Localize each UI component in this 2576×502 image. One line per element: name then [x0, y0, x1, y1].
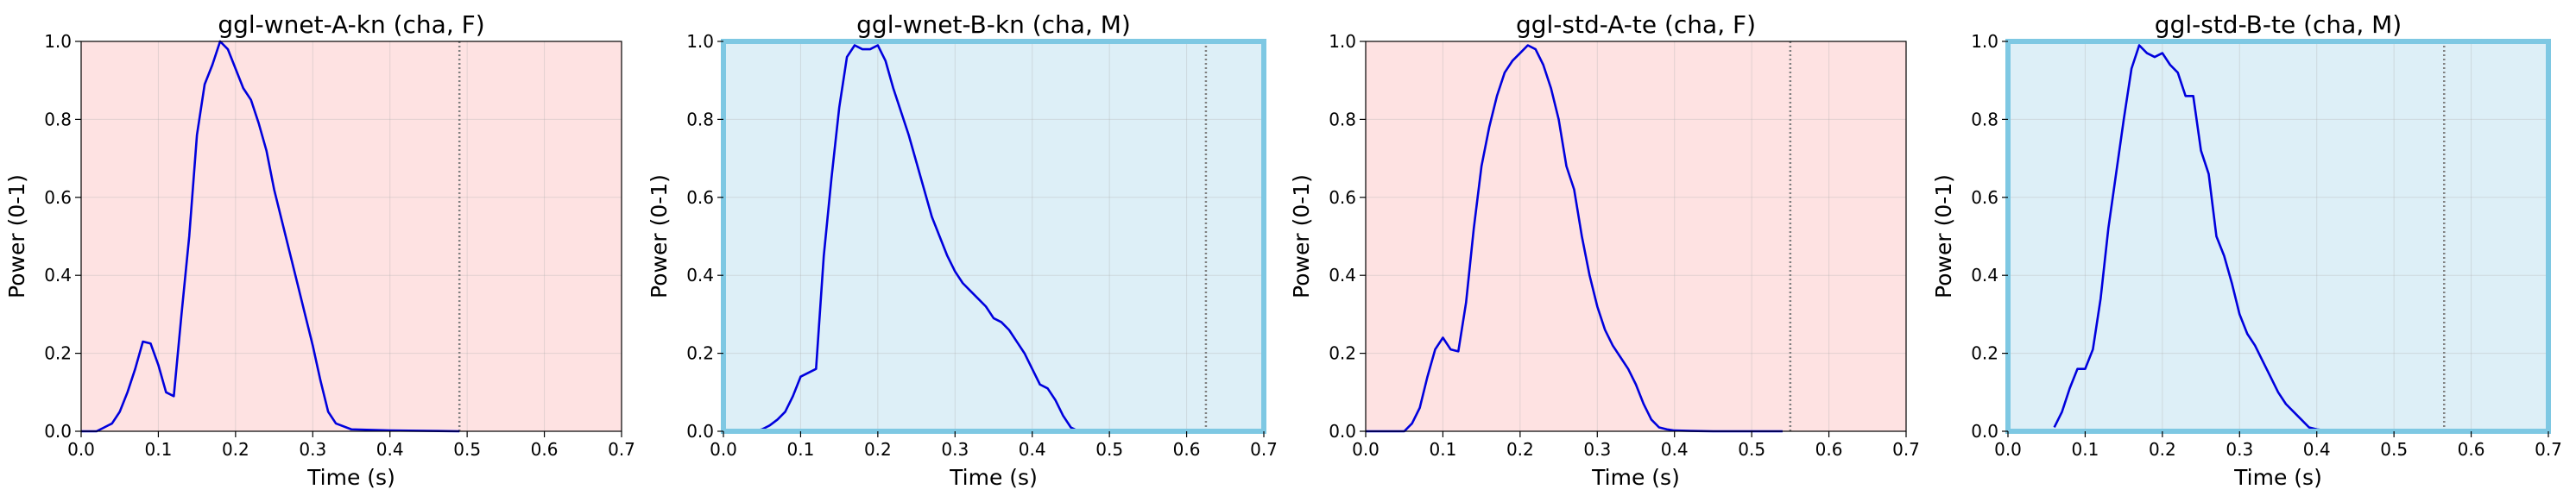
x-tick-label: 0.5 — [453, 439, 481, 460]
axes-frame — [1365, 41, 1907, 432]
chart-panel-4: 0.0 0.1 0.2 0.3 0.4 0.5 0.6 0.7 0.0 0.2 0.4 0.6 0.8 1… — [1931, 10, 2562, 490]
y-axis-label: Power (0-1) — [1931, 174, 1956, 298]
plot-background — [1366, 41, 1906, 431]
y-tick-label: 0.8 — [686, 109, 714, 129]
x-tick-label: 0.3 — [941, 439, 969, 460]
x-tick-label: 0.1 — [787, 439, 815, 460]
x-axis-label: Time (s) — [949, 465, 1038, 490]
x-tick-label: 0.7 — [608, 439, 635, 460]
x-tick-label: 0.5 — [1095, 439, 1123, 460]
y-tick-label: 0.0 — [686, 421, 714, 442]
x-tick-label: 0.7 — [1250, 439, 1278, 460]
plot-background — [2008, 41, 2548, 431]
y-tick-label: 0.2 — [44, 343, 72, 364]
highlight-frame — [2005, 39, 2551, 434]
x-tick-label: 0.0 — [1994, 439, 2022, 460]
x-tick-label: 0.2 — [864, 439, 892, 460]
y-tick-label: 0.4 — [686, 265, 714, 286]
x-tick-label: 0.4 — [1019, 439, 1046, 460]
chart-title: ggl-std-A-te (cha, F) — [1516, 10, 1756, 39]
y-tick-label: 0.4 — [1329, 265, 1356, 286]
y-tick-label: 0.8 — [44, 109, 72, 129]
x-tick-label: 0.4 — [2303, 439, 2331, 460]
axes-frame — [80, 41, 622, 432]
x-tick-label: 0.3 — [299, 439, 326, 460]
series-line — [2053, 44, 2356, 433]
series-line — [1366, 44, 1783, 433]
x-tick-label: 0.6 — [2458, 439, 2485, 460]
y-tick-label: 1.0 — [1329, 31, 1356, 52]
y-tick-label: 0.2 — [1329, 343, 1356, 364]
x-tick-label: 0.2 — [1506, 439, 1534, 460]
y-tick-label: 0.6 — [1971, 187, 1998, 208]
y-axis-label: Power (0-1) — [1289, 174, 1314, 298]
chart-title: ggl-wnet-B-kn (cha, M) — [856, 10, 1131, 39]
x-axis-label: Time (s) — [1591, 465, 1680, 490]
y-axis-label: Power (0-1) — [4, 174, 29, 298]
y-tick-label: 1.0 — [1971, 31, 1998, 52]
x-axis-label: Time (s) — [306, 465, 395, 490]
x-tick-label: 0.3 — [2226, 439, 2253, 460]
x-axis-label: Time (s) — [2233, 465, 2322, 490]
x-tick-label: 0.6 — [531, 439, 559, 460]
x-tick-label: 0.4 — [1661, 439, 1689, 460]
y-axis-label: Power (0-1) — [647, 174, 672, 298]
y-tick-label: 0.0 — [1971, 421, 1998, 442]
x-tick-label: 0.0 — [710, 439, 737, 460]
x-tick-label: 0.4 — [376, 439, 404, 460]
chart-panel-2: 0.0 0.1 0.2 0.3 0.4 0.5 0.6 0.7 0.0 0.2 0.4 0.6 0.8 1… — [647, 10, 1278, 490]
chart-panel-1: 0.0 0.1 0.2 0.3 0.4 0.5 0.6 0.7 0.0 0.2 0.4 0.6 0.8 1… — [4, 10, 635, 490]
y-tick-label: 1.0 — [686, 31, 714, 52]
x-tick-label: 0.7 — [1892, 439, 1920, 460]
series-line — [81, 40, 460, 433]
x-tick-label: 0.5 — [1738, 439, 1765, 460]
plot-background — [723, 41, 1264, 431]
y-tick-label: 0.2 — [1971, 343, 1998, 364]
x-tick-label: 0.6 — [1173, 439, 1201, 460]
chart-title: ggl-wnet-A-kn (cha, F) — [218, 10, 484, 39]
x-tick-label: 0.5 — [2380, 439, 2408, 460]
chart-title: ggl-std-B-te (cha, M) — [2155, 10, 2402, 39]
x-tick-label: 0.6 — [1815, 439, 1843, 460]
highlight-frame — [721, 39, 1266, 434]
y-tick-label: 0.6 — [44, 187, 72, 208]
plot-background — [81, 41, 622, 431]
x-tick-label: 0.3 — [1583, 439, 1611, 460]
y-tick-label: 0.6 — [686, 187, 714, 208]
x-tick-label: 0.2 — [222, 439, 249, 460]
y-tick-label: 0.0 — [1329, 421, 1356, 442]
series-line — [754, 44, 1079, 433]
y-tick-label: 0.2 — [686, 343, 714, 364]
x-tick-label: 0.1 — [2072, 439, 2099, 460]
x-tick-label: 0.1 — [145, 439, 173, 460]
x-tick-label: 0.2 — [2149, 439, 2176, 460]
y-tick-label: 0.8 — [1971, 109, 1998, 129]
y-tick-label: 1.0 — [44, 31, 72, 52]
y-tick-label: 0.0 — [44, 421, 72, 442]
y-tick-label: 0.6 — [1329, 187, 1356, 208]
y-tick-label: 0.4 — [44, 265, 72, 286]
y-tick-label: 0.4 — [1971, 265, 1998, 286]
chart-panel-3: 0.0 0.1 0.2 0.3 0.4 0.5 0.6 0.7 0.0 0.2 0.4 0.6 0.8 1… — [1289, 10, 1920, 490]
x-tick-label: 0.0 — [1352, 439, 1380, 460]
x-tick-label: 0.0 — [67, 439, 95, 460]
x-tick-label: 0.1 — [1430, 439, 1457, 460]
x-tick-label: 0.7 — [2535, 439, 2562, 460]
y-tick-label: 0.8 — [1329, 109, 1356, 129]
